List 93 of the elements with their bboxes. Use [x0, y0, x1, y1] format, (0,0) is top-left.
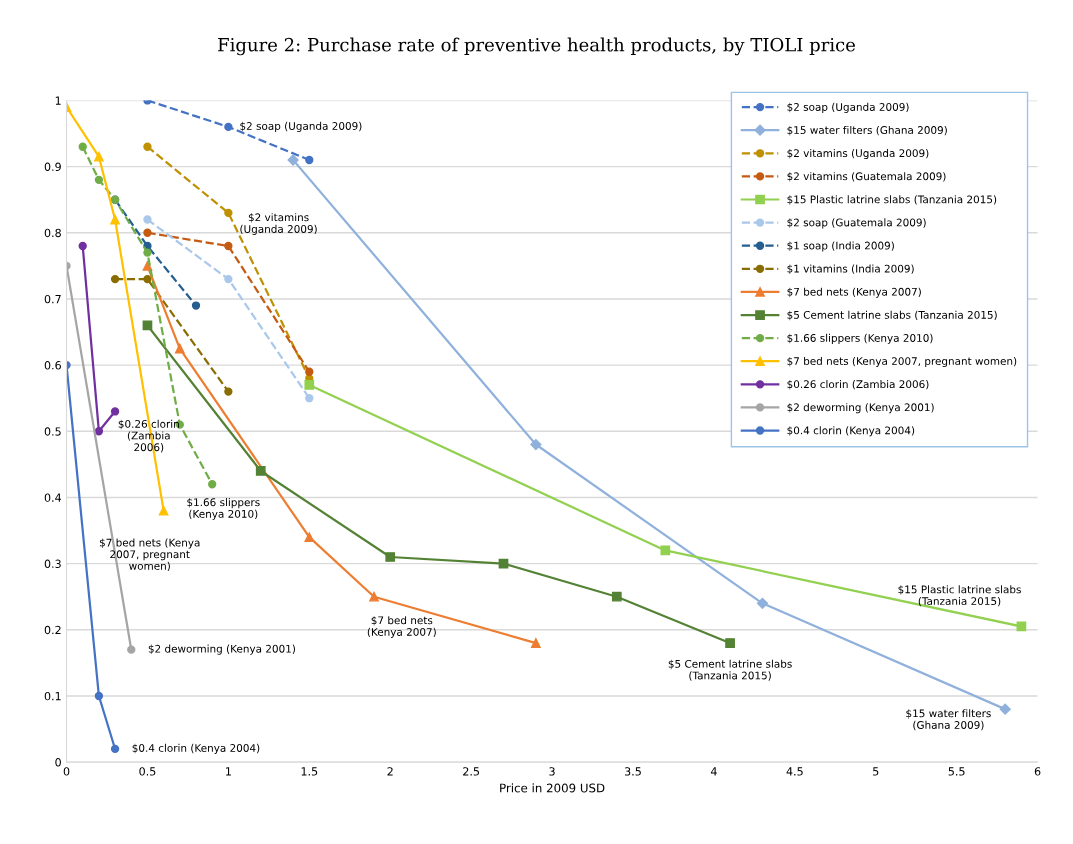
y-tick-label: 1: [55, 96, 61, 105]
point: [143, 248, 152, 257]
annotation: $5 Cement latrine slabs (Tanzania 2015): [668, 659, 792, 681]
point: [305, 367, 314, 376]
point: [191, 301, 201, 310]
legend-label: $1 soap (India 2009): [787, 241, 894, 252]
x-tick-label: 2.5: [463, 767, 479, 776]
y-tick-label: 0.7: [44, 294, 61, 304]
point: [756, 597, 769, 609]
legend-label: $2 vitamins (Uganda 2009): [787, 149, 929, 160]
annotation: $2 vitamins (Uganda 2009): [240, 213, 317, 235]
point: [385, 552, 396, 562]
y-tick-label: 0: [55, 758, 61, 767]
point: [110, 274, 120, 284]
annotation: $2 deworming (Kenya 2001): [148, 644, 295, 655]
point: [94, 151, 104, 162]
x-tick-label: 1: [226, 767, 231, 776]
legend-label: $5 Cement latrine slabs (Tanzania 2015): [787, 310, 997, 321]
point: [94, 427, 104, 436]
point: [94, 691, 104, 701]
point: [660, 545, 671, 556]
point: [143, 228, 152, 237]
point: [369, 591, 379, 602]
point: [143, 142, 152, 151]
legend-label: $2 deworming (Kenya 2001): [787, 403, 934, 414]
point: [725, 638, 735, 648]
point: [287, 154, 299, 166]
legend-label: $0.4 clorin (Kenya 2004): [787, 426, 915, 437]
point: [158, 505, 169, 516]
y-tick-label: 0.5: [44, 427, 61, 436]
point: [127, 645, 136, 654]
x-tick-label: 0: [63, 767, 70, 776]
x-tick-label: 2: [387, 767, 393, 776]
y-tick-label: 0.9: [44, 162, 61, 171]
annotation: $0.4 clorin (Kenya 2004): [132, 743, 260, 754]
y-tick-label: 0.8: [44, 228, 61, 238]
annotation: $15 water filters (Ghana 2009): [906, 709, 991, 731]
point: [305, 155, 314, 165]
annotation: $7 bed nets (Kenya 2007, pregnant women): [99, 538, 200, 572]
legend-label: $1 vitamins (India 2009): [787, 264, 914, 274]
legend-label: $7 bed nets (Kenya 2007): [787, 287, 921, 298]
point: [110, 407, 120, 416]
x-axis-title: Price in 2009 USD: [500, 783, 605, 793]
point: [304, 380, 315, 390]
x-tick-label: 6: [1034, 767, 1041, 776]
point: [305, 394, 314, 403]
y-tick-label: 0.4: [44, 493, 62, 502]
point: [143, 215, 152, 224]
legend-label: $15 water filters (Ghana 2009): [787, 125, 947, 136]
point: [999, 703, 1011, 715]
legend-label: $2 vitamins (Guatemala 2009): [787, 172, 946, 182]
point: [224, 208, 233, 218]
annotation: $15 Plastic latrine slabs (Tanzania 2015): [898, 585, 1021, 607]
point: [110, 214, 120, 225]
x-tick-label: 4.5: [786, 767, 803, 776]
x-tick-label: 3.5: [624, 767, 641, 776]
legend-label: $2 soap (Guatemala 2009): [787, 218, 926, 229]
point: [530, 438, 542, 451]
point: [78, 241, 87, 251]
annotation: $7 bed nets (Kenya 2007): [367, 616, 436, 638]
x-tick-label: 5.5: [948, 767, 965, 776]
point: [224, 274, 233, 284]
legend-label: $0.26 clorin (Zambia 2006): [787, 380, 929, 390]
point: [143, 274, 152, 284]
chart-title: Figure 2: Purchase rate of preventive health products, by TIOLI price: [218, 37, 855, 56]
annotation: $2 soap (Uganda 2009): [240, 121, 362, 132]
legend-label: $1.66 slippers (Kenya 2010): [787, 333, 933, 344]
annotation: $1.66 slippers (Kenya 2010): [187, 498, 260, 520]
point: [78, 142, 87, 151]
x-tick-label: 3: [549, 767, 555, 776]
legend-label: $7 bed nets (Kenya 2007, pregnant women): [787, 356, 1017, 368]
y-tick-label: 0.1: [44, 691, 61, 701]
point: [94, 175, 104, 185]
point: [208, 480, 217, 489]
legend-label: $2 soap (Uganda 2009): [787, 102, 909, 113]
point: [224, 241, 233, 251]
point: [611, 591, 622, 602]
legend-label: $15 Plastic latrine slabs (Tanzania 2015): [787, 195, 997, 205]
point: [224, 122, 233, 132]
y-tick-label: 0.3: [44, 559, 61, 568]
point: [224, 387, 233, 396]
point: [174, 343, 185, 354]
point: [531, 638, 541, 648]
y-tick-label: 0.2: [44, 625, 61, 635]
x-tick-label: 0.5: [139, 767, 156, 776]
point: [110, 744, 120, 754]
x-tick-label: 5: [873, 767, 879, 776]
y-tick-label: 0.6: [44, 361, 61, 370]
point: [304, 532, 315, 543]
x-tick-label: 4: [710, 767, 717, 776]
point: [255, 466, 266, 476]
point: [142, 260, 153, 271]
x-tick-label: 1.5: [301, 767, 318, 776]
